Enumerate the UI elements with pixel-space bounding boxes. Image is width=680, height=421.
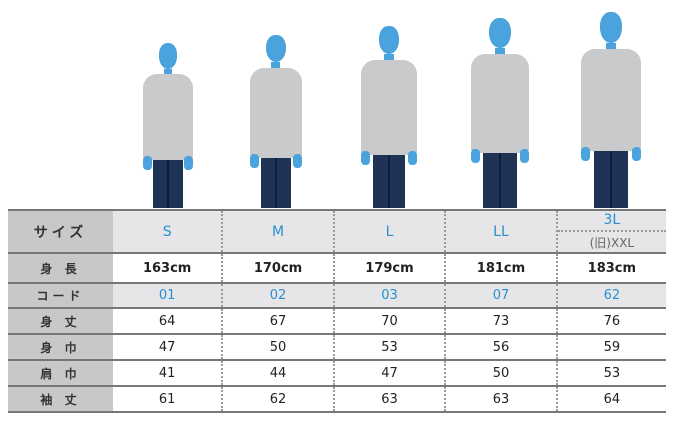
value-cell: 183cm (555, 252, 666, 283)
size-cell: LL (444, 209, 557, 254)
table-row: 身 丈 64 67 70 73 76 (8, 307, 666, 334)
value-cell: 50 (221, 333, 334, 360)
value-cell: 170cm (221, 252, 334, 283)
value-cell: 02 (221, 282, 334, 308)
table-row: 身 巾 47 50 53 56 59 (8, 333, 666, 360)
model-figure (361, 25, 417, 208)
value-cell: 179cm (332, 252, 446, 283)
value-cell: 47 (113, 333, 223, 360)
jeans (372, 154, 406, 208)
model-figure (471, 17, 529, 208)
value-cell: 07 (444, 282, 557, 308)
table-row: コード 01 02 03 07 62 (8, 282, 666, 308)
head (158, 42, 178, 69)
value-cell: 41 (113, 359, 223, 386)
head (599, 12, 623, 43)
size-cell: M (221, 209, 334, 254)
row-label: コード (8, 282, 113, 308)
model-figure (143, 42, 193, 208)
model-figure (581, 12, 641, 208)
size-table: サイズ S M L LL 3L (旧)XXL 身 長 163cm 170cm 179cm… (8, 209, 666, 413)
value-cell: 73 (444, 307, 557, 334)
value-cell: 64 (555, 385, 666, 413)
row-label: サイズ (8, 209, 113, 254)
row-label: 身 長 (8, 252, 113, 283)
value-cell: 53 (332, 333, 446, 360)
value-cell: 63 (444, 385, 557, 413)
table-row-size: サイズ S M L LL 3L (旧)XXL (8, 209, 666, 254)
row-label: 袖 丈 (8, 385, 113, 413)
jeans (153, 159, 183, 208)
value-cell: 03 (332, 282, 446, 308)
model-figure (249, 35, 303, 208)
value-cell: 01 (113, 282, 223, 308)
row-label: 身 巾 (8, 333, 113, 360)
jeans (260, 157, 292, 208)
head (266, 35, 286, 63)
size-cell: L (332, 209, 446, 254)
hoodie (249, 67, 303, 168)
value-cell: 44 (221, 359, 334, 386)
table-row: 袖 丈 61 62 63 63 64 (8, 385, 666, 413)
head (378, 25, 400, 55)
value-cell: 163cm (113, 252, 223, 283)
value-cell: 50 (444, 359, 557, 386)
value-cell: 76 (555, 307, 666, 334)
size-cell: S (113, 209, 223, 254)
value-cell: 64 (113, 307, 223, 334)
hoodie (581, 48, 641, 161)
value-cell: 53 (555, 359, 666, 386)
value-cell: 67 (221, 307, 334, 334)
value-cell: 56 (444, 333, 557, 360)
value-cell: 181cm (444, 252, 557, 283)
value-cell: 70 (332, 307, 446, 334)
row-label: 肩 巾 (8, 359, 113, 386)
value-cell: 62 (555, 282, 666, 308)
table-row: 身 長 163cm 170cm 179cm 181cm 183cm (8, 252, 666, 283)
value-cell: 61 (113, 385, 223, 413)
size-cell: 3L (旧)XXL (555, 209, 666, 254)
value-cell: 63 (332, 385, 446, 413)
jeans (483, 152, 517, 208)
hoodie (361, 59, 417, 165)
value-cell: 47 (332, 359, 446, 386)
hoodie (143, 73, 193, 170)
table-row: 肩 巾 41 44 47 50 53 (8, 359, 666, 386)
value-cell: 59 (555, 333, 666, 360)
size-3l: 3L (557, 212, 666, 232)
size-old-xxl: (旧)XXL (589, 236, 635, 250)
jeans (593, 150, 629, 208)
value-cell: 62 (221, 385, 334, 413)
head (489, 17, 511, 48)
hoodie (471, 53, 529, 163)
row-label: 身 丈 (8, 307, 113, 334)
